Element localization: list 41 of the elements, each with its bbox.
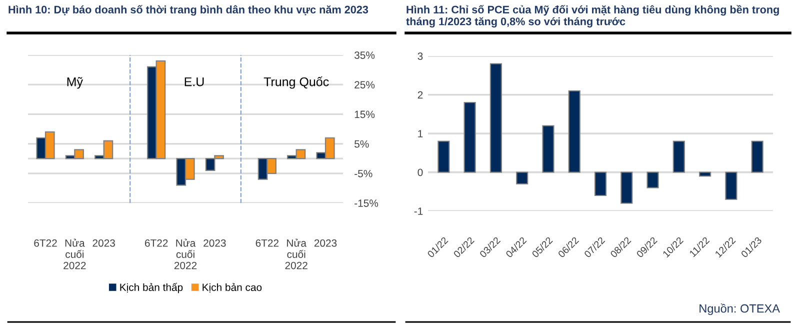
y-tick-label: 1	[418, 130, 423, 138]
bar	[594, 172, 607, 196]
y-tick-label: 35%	[354, 52, 375, 59]
x-tick-label: Nửa cuối 2022	[285, 238, 308, 270]
y-tick-label: 15%	[354, 110, 375, 118]
x-tick-label: 2023	[204, 239, 226, 247]
x-tick-label: Nửa cuối 2022	[64, 238, 86, 270]
bar	[490, 63, 502, 173]
x-tick-label: 6T22	[256, 239, 279, 247]
bar	[646, 172, 659, 188]
y-tick-label: 2	[418, 91, 423, 99]
bar	[672, 140, 685, 173]
x-tick-label: 2023	[314, 239, 337, 247]
bar	[542, 125, 554, 173]
bar	[699, 172, 712, 177]
bar	[438, 140, 450, 173]
x-tick-label: Nửa cuối 2022	[174, 238, 197, 270]
legend-label: Kịch bản cao	[202, 283, 262, 293]
legend-label: Kịch bản thấp	[120, 282, 183, 294]
text: Nguồn: OTEXA	[700, 303, 780, 315]
bar	[464, 102, 476, 173]
annotation: Mỹ	[67, 77, 83, 89]
x-tick-label: 6T22	[144, 239, 168, 247]
bar	[516, 172, 528, 184]
x-tick-label: 2023	[92, 239, 115, 247]
chart-title: Hình 10: Dự báo doanh số thời trang bình dân theo khu vực năm 2023	[8, 5, 368, 16]
y-tick-label: 25%	[354, 81, 375, 88]
bar	[725, 172, 738, 200]
annotation: E.U	[184, 77, 204, 86]
bar	[620, 172, 633, 204]
y-tick-label: 3	[418, 52, 423, 60]
y-tick-label: -1	[414, 208, 423, 215]
bar	[751, 140, 764, 173]
y-tick-label: 0	[418, 168, 423, 176]
annotation: Trung Quốc	[264, 76, 329, 89]
bar	[568, 90, 580, 173]
y-tick-label: 5%	[354, 140, 369, 148]
x-tick-label: 6T22	[34, 239, 57, 247]
y-tick-label: -5%	[354, 170, 372, 178]
y-tick-label: -15%	[354, 200, 378, 207]
chart-title: Hình 11: Chỉ số PCE của Mỹ đối với mặt hàng tiêu dùng không bền trong tháng 1/2023 tăng 0,8% so với tháng trước	[406, 5, 779, 28]
